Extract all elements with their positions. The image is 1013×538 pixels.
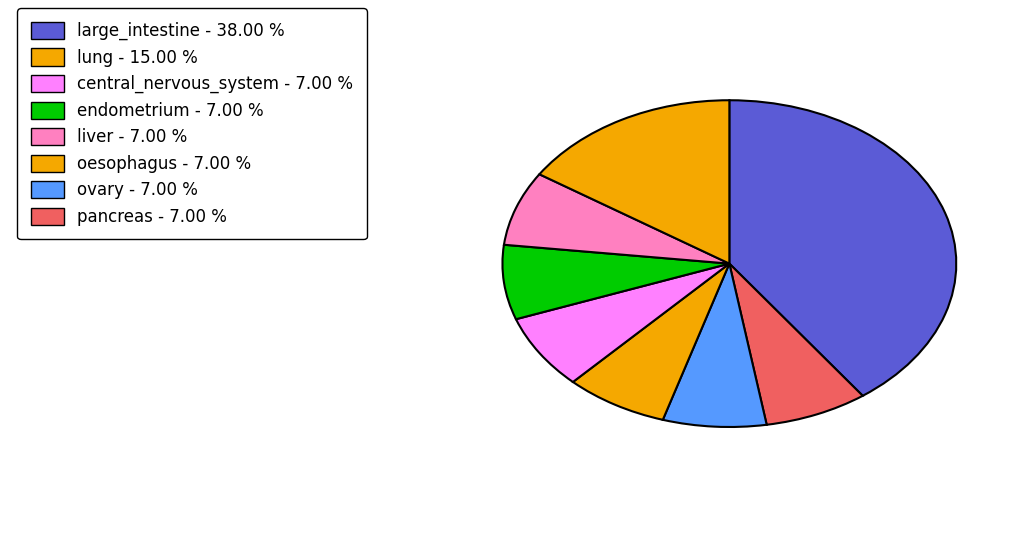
Wedge shape — [729, 264, 863, 425]
Wedge shape — [573, 264, 729, 420]
Legend: large_intestine - 38.00 %, lung - 15.00 %, central_nervous_system - 7.00 %, endo: large_intestine - 38.00 %, lung - 15.00 … — [17, 8, 367, 239]
Wedge shape — [539, 100, 729, 264]
Wedge shape — [663, 264, 767, 427]
Wedge shape — [516, 264, 729, 382]
Wedge shape — [503, 174, 729, 264]
Wedge shape — [729, 100, 956, 396]
Wedge shape — [502, 245, 729, 319]
